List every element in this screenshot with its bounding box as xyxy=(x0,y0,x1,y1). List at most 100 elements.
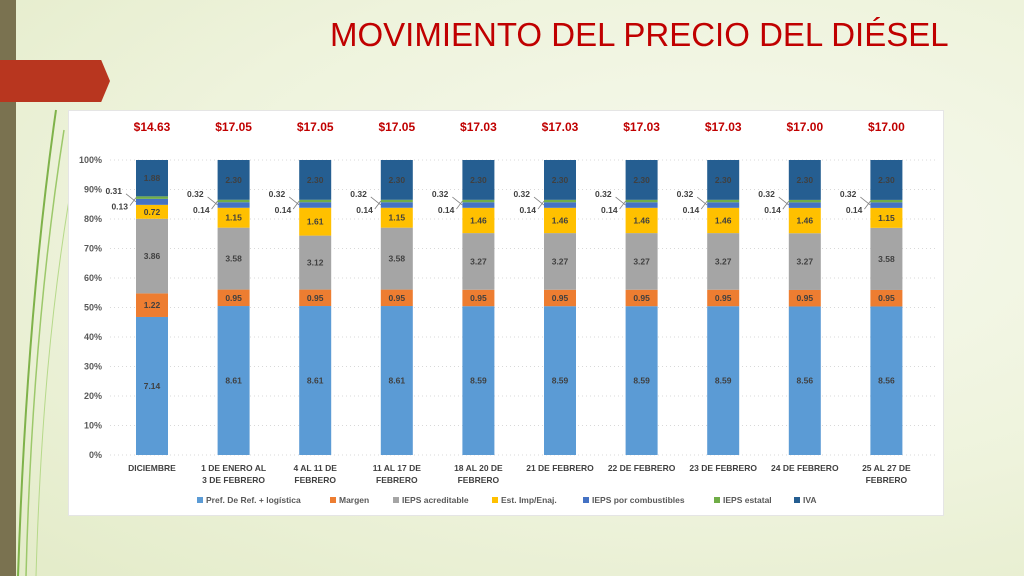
bar-segment xyxy=(707,199,740,203)
data-label: 0.95 xyxy=(633,293,650,303)
data-label: 0.14 xyxy=(601,205,618,215)
data-label: 3.86 xyxy=(144,251,161,261)
data-label: 0.95 xyxy=(878,293,895,303)
data-label: 3.27 xyxy=(715,256,732,266)
data-label: 2.30 xyxy=(225,175,242,185)
bar-segment xyxy=(625,306,658,455)
data-label: 2.30 xyxy=(389,175,406,185)
bar-segment xyxy=(136,196,168,199)
bar-segment xyxy=(380,289,413,307)
leader-line xyxy=(374,200,382,210)
bar-segment xyxy=(217,160,250,200)
bar-segment xyxy=(544,306,576,455)
y-tick-label: 30% xyxy=(84,362,102,372)
price-label: $14.63 xyxy=(133,120,171,134)
x-tick-label: FEBRERO xyxy=(376,475,418,485)
bar-segment xyxy=(625,199,658,203)
bar-segment xyxy=(544,160,576,200)
x-tick-label: DICIEMBRE xyxy=(128,463,176,473)
data-label: 3.58 xyxy=(878,254,895,264)
price-label: $17.00 xyxy=(786,120,824,134)
bar-segment xyxy=(299,202,332,208)
data-label: 1.88 xyxy=(144,173,161,183)
price-label: $17.03 xyxy=(704,120,742,134)
data-label: 3.58 xyxy=(225,254,242,264)
x-tick-label: 18 AL 20 DE xyxy=(454,463,503,473)
bar-segment xyxy=(136,198,168,205)
data-label: 0.32 xyxy=(187,189,204,199)
bar-segment xyxy=(707,289,740,307)
legend-swatch xyxy=(492,497,498,503)
y-tick-label: 60% xyxy=(84,273,102,283)
leader-line xyxy=(864,200,871,210)
bar-segment xyxy=(544,202,576,208)
data-label: 2.30 xyxy=(633,175,650,185)
data-label: 2.30 xyxy=(797,175,814,185)
bar-segment xyxy=(299,160,332,200)
data-label: 2.30 xyxy=(552,175,569,185)
bar-segment xyxy=(380,160,413,200)
x-tick-label: 24 DE FEBRERO xyxy=(771,463,839,473)
data-label: 0.32 xyxy=(269,189,286,199)
data-label: 8.56 xyxy=(797,376,814,386)
data-label: 0.95 xyxy=(797,293,814,303)
data-label: 2.30 xyxy=(715,175,732,185)
legend-swatch xyxy=(197,497,203,503)
bar-segment xyxy=(380,306,413,455)
data-label: 0.31 xyxy=(105,186,122,196)
data-label: 0.95 xyxy=(552,293,569,303)
x-tick-label: FEBRERO xyxy=(866,475,908,485)
bar-segment xyxy=(217,207,250,228)
y-tick-label: 80% xyxy=(84,214,102,224)
data-label: 0.14 xyxy=(438,205,455,215)
bar-segment xyxy=(217,306,250,455)
data-label: 3.12 xyxy=(307,258,324,268)
data-label: 1.46 xyxy=(715,215,732,225)
legend-label: Margen xyxy=(339,495,369,505)
data-label: 0.14 xyxy=(519,205,536,215)
price-label: $17.05 xyxy=(215,120,252,134)
y-tick-label: 100% xyxy=(79,155,102,165)
leader-line xyxy=(778,196,790,206)
x-tick-label: 11 AL 17 DE xyxy=(373,463,422,473)
data-label: 3.27 xyxy=(633,256,650,266)
page-title: MOVIMIENTO DEL PRECIO DEL DIÉSEL xyxy=(330,16,949,53)
data-label: 1.61 xyxy=(307,217,324,227)
data-label: 0.95 xyxy=(389,293,406,303)
bar-segment xyxy=(544,289,576,307)
bar-segment xyxy=(136,316,168,455)
data-label: 3.27 xyxy=(470,256,487,266)
leader-line xyxy=(452,196,463,206)
leader-line xyxy=(288,196,300,206)
price-label: $17.05 xyxy=(378,120,416,134)
data-label: 8.61 xyxy=(225,376,242,386)
data-label: 8.59 xyxy=(715,376,732,386)
data-label: 0.95 xyxy=(307,293,324,303)
data-label: 0.14 xyxy=(764,205,781,215)
data-label: 0.32 xyxy=(513,189,530,199)
bar-segment xyxy=(299,199,332,203)
leader-line xyxy=(370,196,382,206)
data-label: 1.15 xyxy=(389,213,406,223)
data-label: 8.61 xyxy=(307,376,324,386)
x-tick-label: 1 DE ENERO AL xyxy=(201,463,266,473)
bar-segment xyxy=(544,233,576,290)
legend-swatch xyxy=(714,497,720,503)
bar-segment xyxy=(625,202,658,208)
legend-label: IVA xyxy=(803,495,817,505)
data-label: 0.32 xyxy=(350,189,367,199)
leader-line xyxy=(129,197,137,206)
bar-segment xyxy=(380,202,413,208)
decorative-lines xyxy=(17,109,77,576)
bar-segment xyxy=(707,306,740,455)
bar-segment xyxy=(707,207,740,234)
data-label: 8.59 xyxy=(633,376,650,386)
data-label: 0.32 xyxy=(758,189,775,199)
bar-segment xyxy=(136,204,168,219)
y-tick-label: 40% xyxy=(84,332,102,342)
data-label: 2.30 xyxy=(470,175,487,185)
title-arrow-shape xyxy=(0,60,110,102)
leader-line xyxy=(700,200,708,210)
data-label: 1.15 xyxy=(225,213,242,223)
data-label: 0.13 xyxy=(111,202,128,212)
